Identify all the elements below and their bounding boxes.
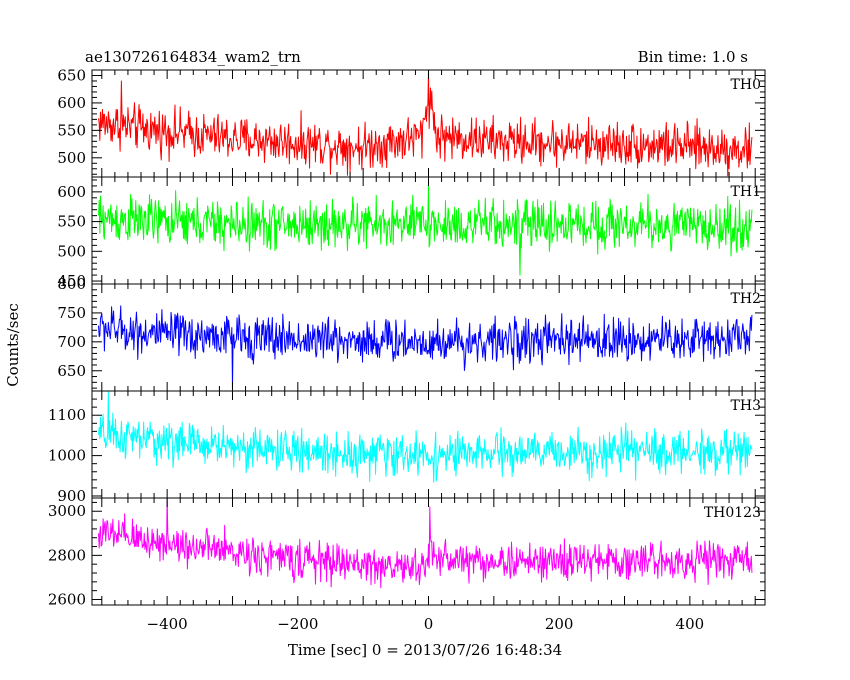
y-tick-label-th1: 550 [57, 213, 86, 231]
series-line-th0123 [98, 498, 753, 589]
panel-th1: 450 500 550 600 TH1 [57, 176, 766, 290]
x-tick-label: 200 [545, 615, 574, 633]
x-axis-label: Time [sec] 0 = 2013/07/26 16:48:34 [288, 641, 562, 659]
y-tick-label-th2: 800 [57, 275, 86, 293]
panel-label-th3: TH3 [731, 398, 761, 414]
panel-label-th0123: TH0123 [704, 505, 761, 521]
chart-title: ae130726164834_wam2_trn [85, 48, 301, 66]
panel-th3: 900 1000 1100 TH3 [48, 390, 766, 505]
panels-group: 500 550 600 650 TH0 450 500 550 600 TH1 650 700 750 8… [48, 66, 766, 633]
x-tick-label: −400 [147, 615, 188, 633]
panel-label-th0: TH0 [731, 77, 761, 93]
y-tick-label-th0: 600 [57, 94, 86, 112]
panel-th2: 650 700 750 800 TH2 [57, 275, 766, 392]
y-tick-label-th1: 500 [57, 242, 86, 260]
panel-label-th2: TH2 [731, 291, 761, 307]
series-line-th2 [98, 305, 753, 389]
y-tick-label-th1: 600 [57, 183, 86, 201]
series-line-th0 [98, 70, 753, 177]
y-tick-label-th0: 550 [57, 121, 86, 139]
x-tick-label: −200 [277, 615, 318, 633]
y-tick-label-th3: 1000 [48, 447, 86, 465]
y-tick-label-th0123: 2800 [48, 546, 86, 564]
y-tick-label-th2: 650 [57, 362, 86, 380]
x-tick-label: 400 [676, 615, 705, 633]
y-tick-label-th0: 650 [57, 66, 86, 84]
y-tick-label-th0123: 2600 [48, 590, 86, 608]
y-tick-label-th3: 900 [57, 487, 86, 505]
panel-label-th1: TH1 [731, 184, 761, 200]
y-tick-label-th2: 700 [57, 333, 86, 351]
y-tick-label-th0: 500 [57, 149, 86, 167]
y-tick-label-th1: 450 [57, 272, 86, 290]
series-line-th1 [98, 182, 753, 276]
series-line-th3 [98, 391, 753, 483]
panel-th0: 500 550 600 650 TH0 [57, 66, 766, 178]
x-tick-label: 0 [424, 615, 434, 633]
y-tick-label-th3: 1100 [48, 406, 86, 424]
panel-th0123: 2600 2800 3000 TH0123 [48, 497, 766, 608]
bin-time-label: Bin time: 1.0 s [638, 48, 748, 66]
y-axis-label: Counts/sec [4, 303, 22, 387]
y-tick-label-th0123: 3000 [48, 502, 86, 520]
y-tick-label-th2: 750 [57, 304, 86, 322]
